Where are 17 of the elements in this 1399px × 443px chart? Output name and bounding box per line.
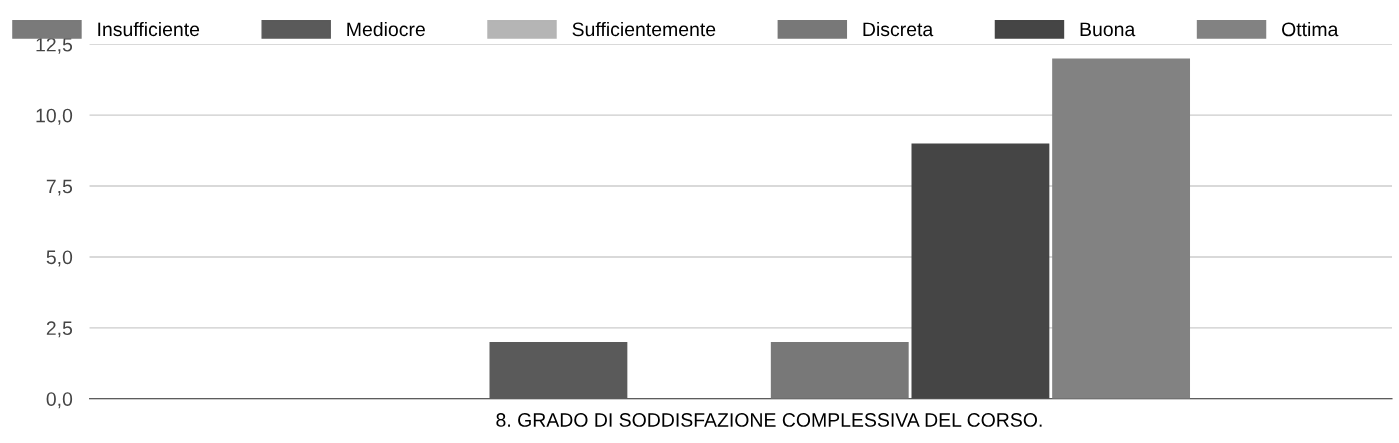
y-tick-label: 7,5 bbox=[46, 179, 73, 196]
y-tick-label: 5,0 bbox=[46, 250, 73, 267]
legend-label: Discreta bbox=[863, 21, 934, 37]
legend-label: Mediocre bbox=[347, 21, 425, 37]
y-tick-label: 0,0 bbox=[46, 392, 73, 409]
y-tick-label: 12,5 bbox=[36, 37, 73, 54]
legend-label: Sufficientemente bbox=[572, 21, 716, 37]
x-tick-label: 8. GRADO DI SODDISFAZIONE COMPLESSIVA DEL CORSO. bbox=[496, 413, 1042, 427]
legend-label: Buona bbox=[1080, 22, 1136, 37]
bar bbox=[1052, 58, 1191, 399]
legend-label: Insufficiente bbox=[98, 21, 200, 37]
bar bbox=[911, 143, 1050, 399]
y-tick-label: 10,0 bbox=[36, 108, 73, 125]
legend-label: Ottima bbox=[1282, 21, 1339, 37]
bar bbox=[489, 342, 628, 399]
bar bbox=[770, 342, 909, 399]
y-tick-label: 2,5 bbox=[46, 321, 73, 338]
